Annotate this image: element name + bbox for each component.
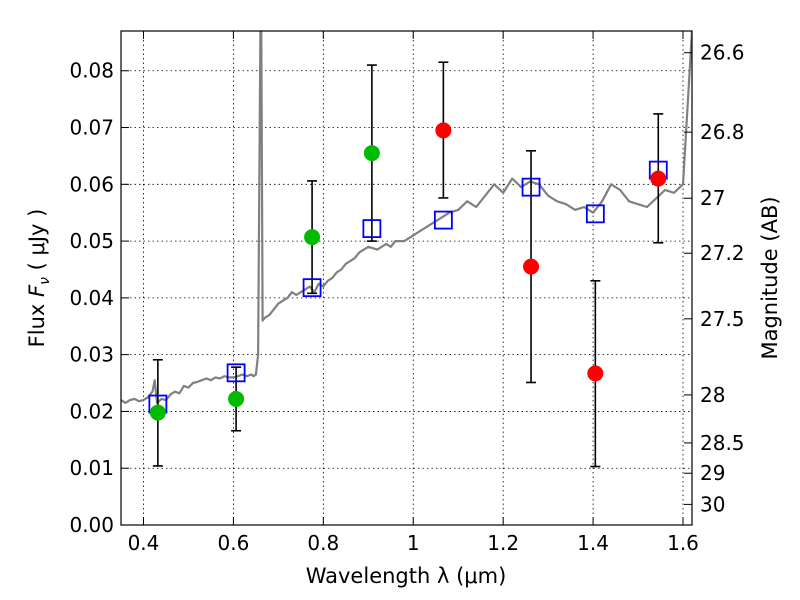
grid (121, 31, 692, 526)
y-tick-label: 0.01 (69, 456, 114, 480)
circle-marker (435, 122, 452, 139)
y-tick-label: 0.02 (69, 399, 114, 423)
y-tick-label: 0.08 (69, 59, 114, 83)
plot-area (121, 31, 692, 468)
y2-tick-label: 30 (700, 492, 725, 516)
y-tick-label: 0.04 (69, 286, 114, 310)
x-tick-label: 0.6 (217, 531, 249, 555)
y2-tick-label: 26.8 (700, 120, 745, 144)
x-axis-label: Wavelength λ (μm) (306, 564, 507, 588)
y-tick-label: 0.05 (69, 229, 114, 253)
y-tick-label: 0.07 (69, 116, 114, 140)
square-marker (521, 177, 541, 197)
x-tick-label: 1.4 (577, 531, 609, 555)
y2-tick-label: 29 (700, 461, 725, 485)
y2-tick-label: 28.5 (700, 431, 745, 455)
y2-tick-label: 27 (700, 186, 725, 210)
circle-marker (523, 258, 540, 275)
x-tick-label: 0.4 (128, 531, 160, 555)
circle-marker (149, 404, 166, 421)
y2-tick-label: 27.5 (700, 307, 745, 331)
x-tick-label: 1.6 (667, 531, 699, 555)
square-marker (585, 204, 605, 224)
circle-marker (650, 170, 667, 187)
circle-marker (228, 390, 245, 407)
y-tick-label: 0.03 (69, 343, 114, 367)
spectrum-line (121, 31, 692, 404)
y-tick-label: 0.06 (69, 172, 114, 196)
x-tick-label: 1 (407, 531, 420, 555)
y2-tick-label: 28 (700, 383, 725, 407)
y2-axis-label: Magnitude (AB) (758, 196, 782, 359)
y-axis-label: Flux Fν ( μJy ) (25, 209, 53, 348)
y2-tick-label: 26.6 (700, 41, 745, 65)
circle-marker (587, 365, 604, 382)
x-tick-label: 1.2 (487, 531, 519, 555)
y-tick-label: 0.00 (69, 513, 114, 537)
square-marker (433, 210, 453, 230)
square-marker (226, 363, 246, 383)
square-marker (302, 278, 322, 298)
circle-marker (363, 145, 380, 162)
square-marker (362, 219, 382, 239)
ticks: 0.4 0.6 0.8 1 1.2 1.4 1.6 0.00 0.01 0.02 0.03 0.04 0… (69, 31, 745, 555)
circle-marker (304, 229, 321, 246)
y2-tick-label: 27.2 (700, 241, 745, 265)
x-tick-label: 0.8 (307, 531, 339, 555)
plot-frame (120, 30, 693, 526)
